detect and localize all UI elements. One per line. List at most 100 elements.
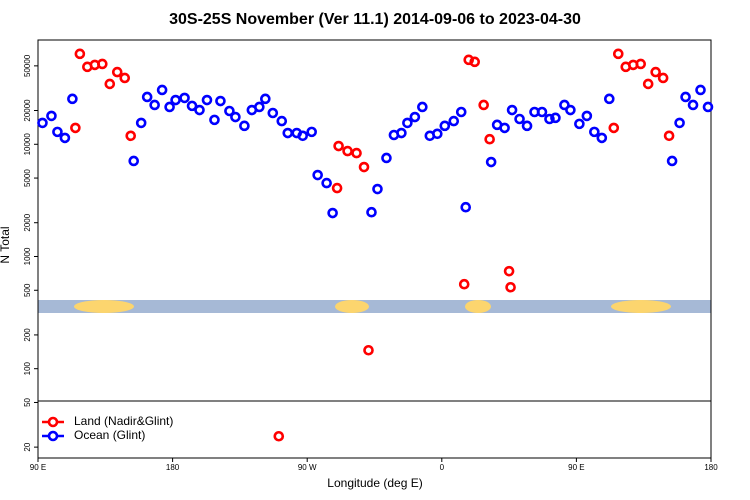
land-band [74, 300, 134, 313]
point [74, 48, 86, 60]
point [460, 201, 472, 213]
point [458, 278, 470, 290]
point [119, 72, 131, 84]
point [104, 78, 116, 90]
series [37, 84, 714, 219]
chart-title: 30S-25S November (Ver 11.1) 2014-09-06 t… [169, 11, 581, 28]
point [111, 66, 123, 78]
point [439, 120, 451, 132]
y-axis-label: N Total [0, 226, 12, 263]
point [432, 128, 443, 140]
point [702, 101, 714, 113]
x-tick-label: 0 [440, 463, 445, 472]
y-tick-label: 20 [23, 442, 32, 451]
point [52, 126, 63, 138]
land-band [611, 300, 671, 313]
point [331, 182, 343, 194]
legend-marker [47, 416, 59, 428]
point [141, 91, 153, 103]
point [351, 147, 362, 159]
point [463, 54, 475, 66]
point [224, 105, 235, 117]
point [59, 132, 71, 144]
point [381, 152, 392, 164]
x-tick-label: 180 [704, 463, 718, 472]
y-tick-label: 20000 [23, 99, 32, 122]
point [230, 111, 241, 123]
point [297, 130, 309, 142]
point [663, 130, 675, 142]
x-tick-label: 90 W [298, 463, 317, 472]
point [128, 155, 140, 167]
point [581, 110, 593, 122]
point [514, 113, 525, 125]
point [46, 110, 57, 122]
point [342, 145, 353, 157]
point [254, 101, 265, 113]
x-tick-label: 90 E [30, 463, 46, 472]
point [179, 92, 190, 104]
y-tick-label: 100 [23, 361, 32, 375]
point [608, 122, 620, 134]
point [125, 130, 137, 142]
point [97, 58, 108, 70]
point [201, 94, 213, 106]
point [164, 101, 175, 113]
point [327, 207, 338, 219]
land-band [335, 300, 369, 313]
y-tick-label: 50000 [23, 54, 32, 77]
point [396, 127, 407, 139]
point [67, 93, 78, 105]
point [536, 106, 548, 118]
point [135, 117, 147, 129]
point [612, 48, 624, 60]
point [506, 104, 518, 116]
point [409, 111, 421, 123]
y-tick-label: 2000 [23, 213, 32, 231]
point [657, 72, 669, 84]
point [276, 115, 288, 127]
land-ocean-band [38, 300, 711, 313]
land-band [465, 300, 491, 313]
point [366, 206, 377, 218]
point [505, 281, 516, 293]
point [521, 120, 533, 132]
legend-label: Ocean (Glint) [74, 428, 145, 442]
point [469, 56, 481, 68]
point [650, 66, 661, 78]
point [149, 99, 160, 111]
x-axis-label: Longitude (deg E) [327, 476, 422, 490]
point [363, 344, 374, 356]
point [273, 430, 285, 442]
point [186, 100, 198, 112]
point [312, 169, 323, 181]
point [260, 93, 271, 105]
x-tick-label: 90 E [568, 463, 584, 472]
point [321, 177, 332, 189]
x-tick-label: 180 [166, 463, 180, 472]
legend-label: Land (Nadir&Glint) [74, 414, 173, 428]
point [215, 95, 226, 107]
point [37, 117, 48, 129]
series [70, 48, 675, 442]
point [170, 94, 181, 106]
point [209, 114, 220, 126]
point [484, 133, 495, 145]
y-tick-label: 50 [23, 397, 32, 406]
point [550, 112, 561, 124]
point [503, 265, 515, 277]
legend-marker [47, 430, 59, 442]
point [604, 93, 615, 105]
point [239, 120, 250, 132]
point [687, 99, 699, 111]
point [70, 122, 81, 134]
point [358, 161, 370, 173]
point [635, 58, 647, 70]
point [485, 156, 497, 168]
point [194, 104, 205, 116]
ocean-band [38, 300, 711, 313]
plot-frame [37, 39, 712, 459]
point [372, 183, 383, 195]
point [680, 91, 691, 103]
